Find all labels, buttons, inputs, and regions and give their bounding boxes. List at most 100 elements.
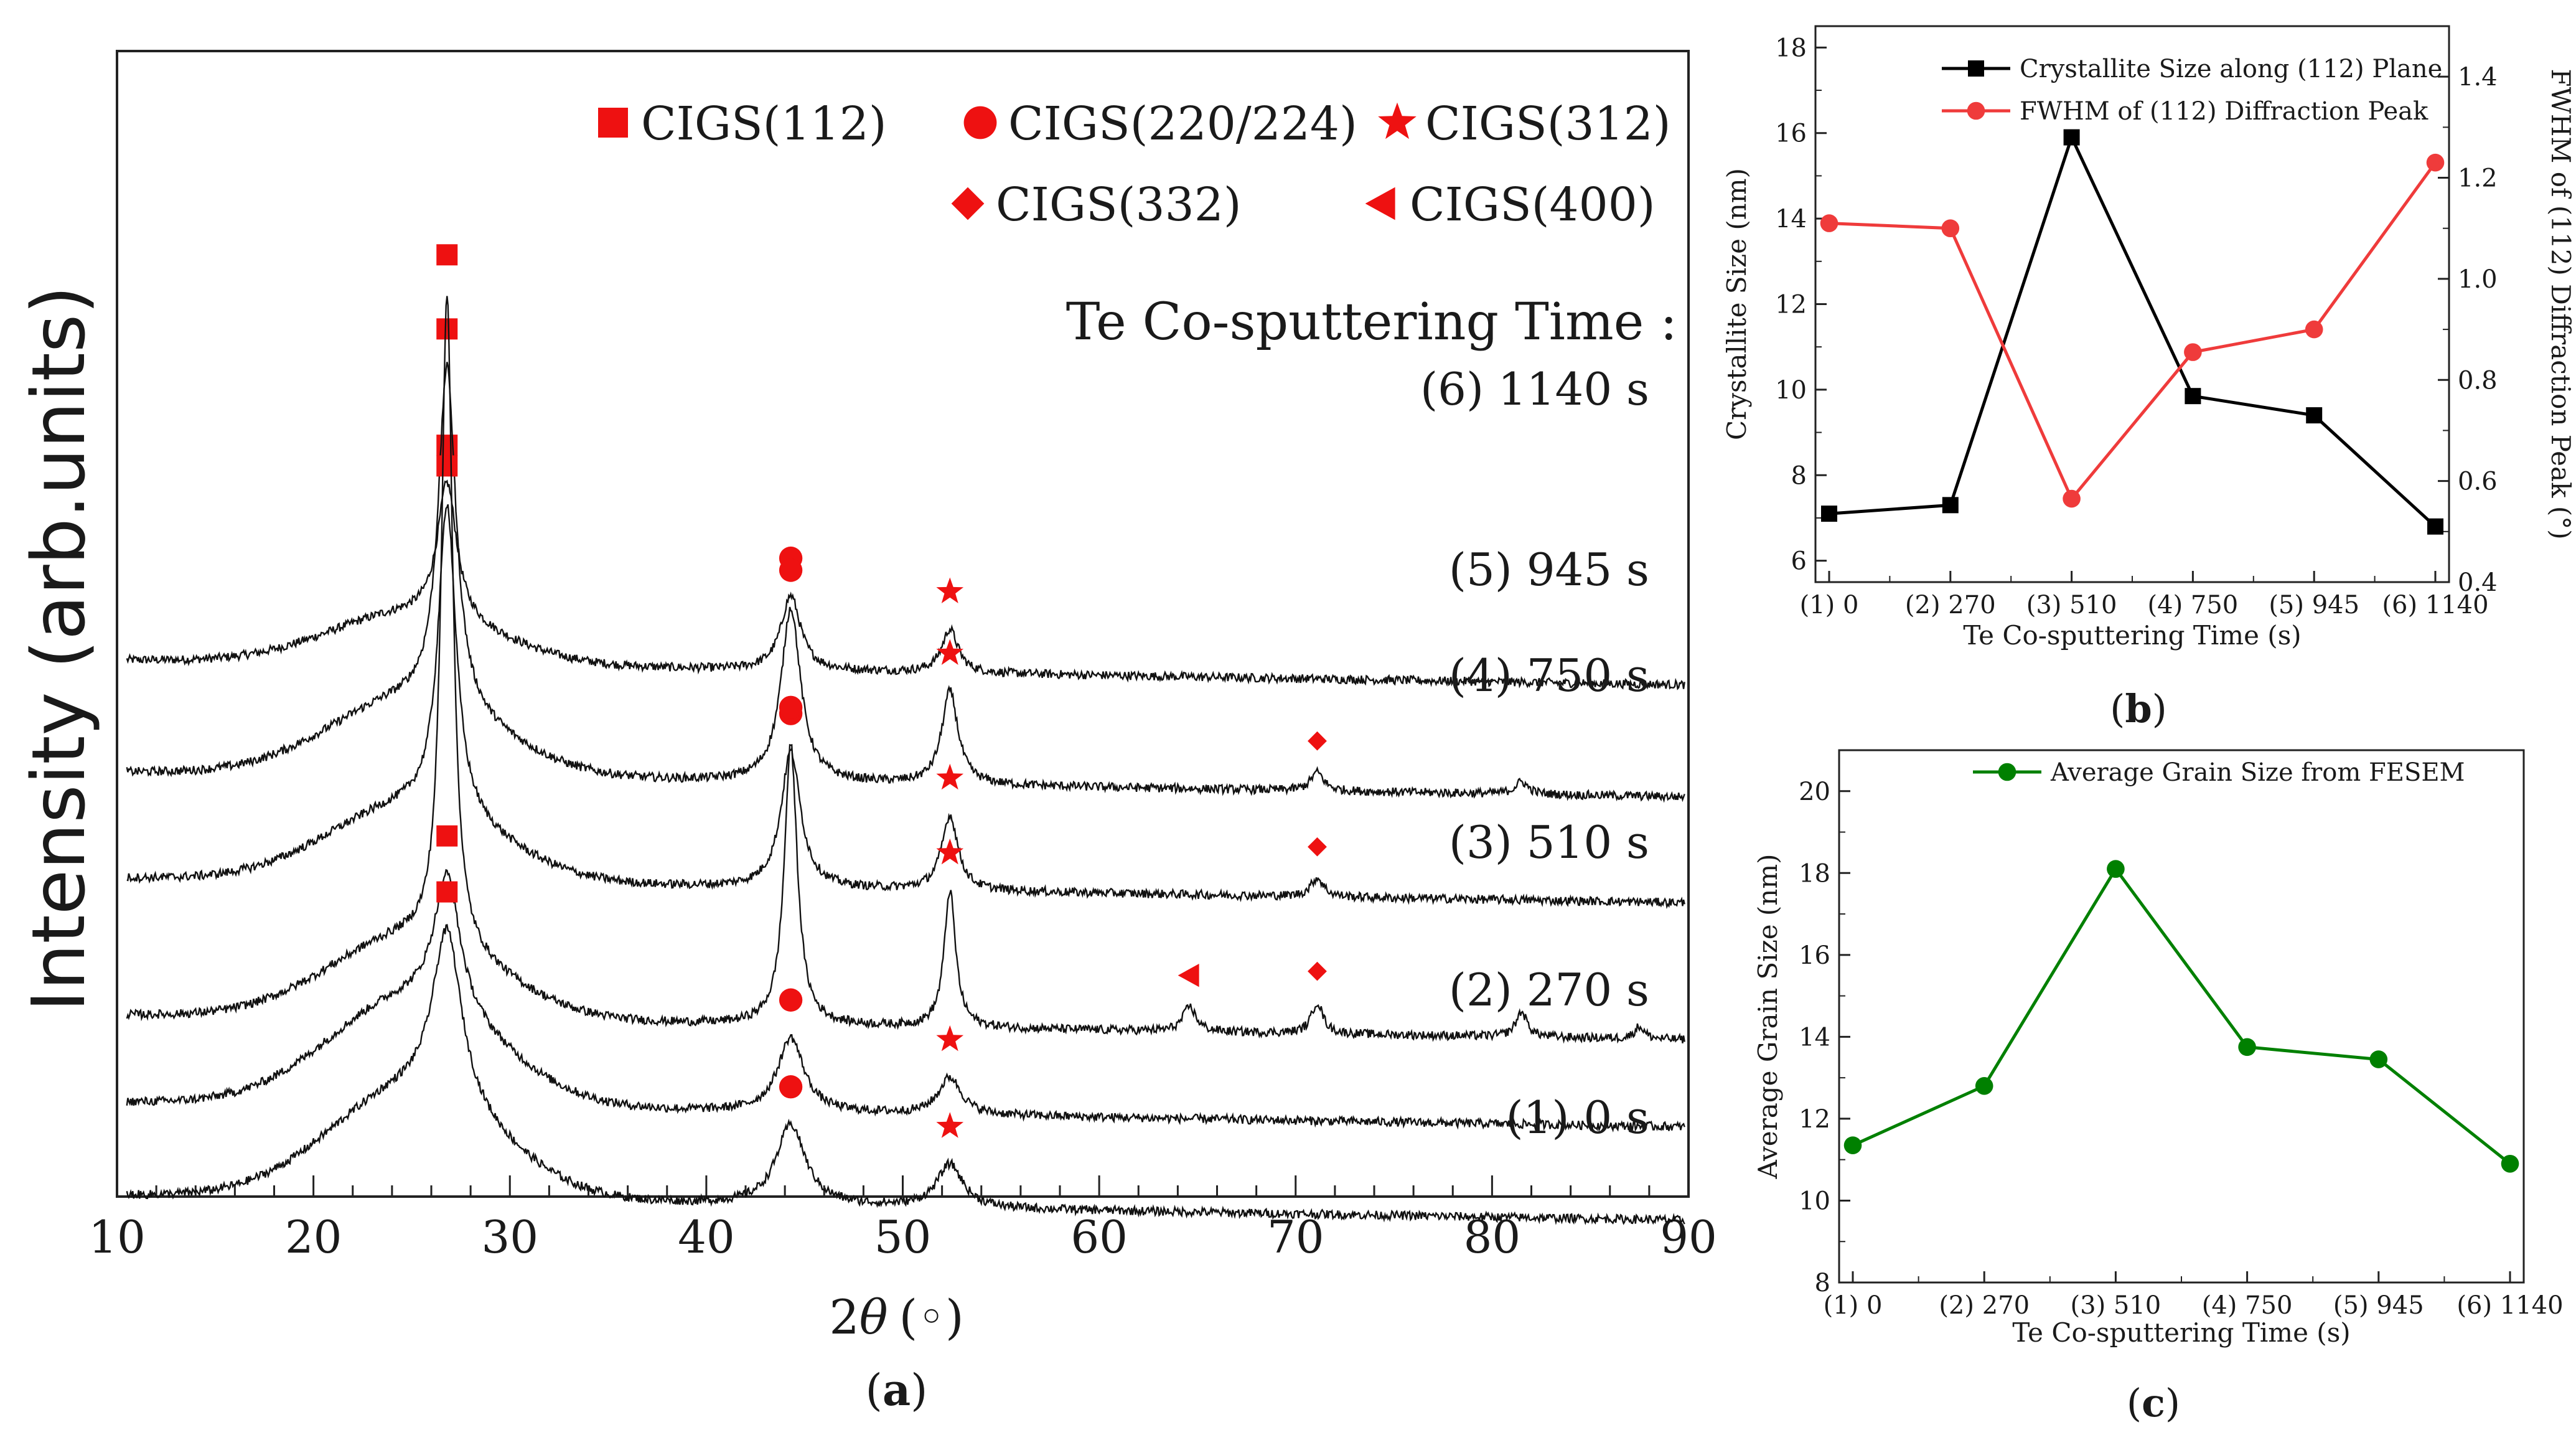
series-label: (6) 1140 s xyxy=(1420,363,1649,415)
legend-marker-star xyxy=(1378,102,1417,139)
legend-marker-diamond xyxy=(951,187,985,220)
y-tick-label: 14 xyxy=(1775,205,1807,233)
series-title: Te Co-sputtering Time : xyxy=(1066,293,1677,352)
y2-axis-label: FWHM of (112) Diffraction Peak (°) xyxy=(2546,68,2576,539)
legend-label: Crystallite Size along (112) Plane xyxy=(2020,55,2442,83)
data-point xyxy=(2063,489,2081,508)
x-tick-label: 50 xyxy=(874,1211,932,1263)
peak-marker-square xyxy=(436,435,458,456)
peak-marker-circle xyxy=(779,558,803,582)
y2-tick-label: 0.4 xyxy=(2458,568,2498,597)
series-line-1 xyxy=(1829,161,2437,502)
peak-marker-square xyxy=(436,881,458,903)
y-tick-label: 10 xyxy=(1799,1187,1830,1215)
x-tick-label: (4) 750 xyxy=(2148,591,2239,619)
legend-marker-circle xyxy=(963,106,997,139)
peak-marker-star xyxy=(936,639,964,665)
y-tick-label: 18 xyxy=(1799,859,1830,888)
panel-label-paren: ( xyxy=(866,1365,883,1416)
peak-marker-star xyxy=(936,1112,964,1138)
data-point xyxy=(2238,1038,2256,1056)
legend-label: CIGS(220/224) xyxy=(1008,97,1357,151)
peak-marker-triangle-left xyxy=(1178,963,1199,987)
y2-tick-label: 1.4 xyxy=(2458,63,2498,92)
data-point xyxy=(1820,214,1838,232)
xrd-curve xyxy=(126,362,1685,803)
y-tick-label: 20 xyxy=(1799,778,1830,806)
panel-label-letter: a xyxy=(883,1364,911,1416)
xrd-curve xyxy=(126,296,1685,1044)
x-tick-label: (4) 750 xyxy=(2202,1291,2293,1320)
legend-label: Average Grain Size from FESEM xyxy=(2050,758,2465,787)
y-axis-label: Crystallite Size (nm) xyxy=(1721,168,1752,440)
x-tick-label: (3) 510 xyxy=(2026,591,2117,619)
y-tick-label: 16 xyxy=(1775,120,1807,148)
x-tick-label: (1) 0 xyxy=(1824,1291,1883,1320)
x-tick-label: 70 xyxy=(1267,1211,1324,1263)
y-tick-label: 14 xyxy=(1799,1023,1830,1052)
panel-label-letter: b xyxy=(2125,686,2152,732)
x-tick-label: 60 xyxy=(1070,1211,1128,1263)
data-point xyxy=(2185,388,2201,405)
y-tick-label: 10 xyxy=(1775,376,1807,405)
series-line-grain xyxy=(1852,866,2511,1165)
peak-marker-square xyxy=(436,455,458,477)
peak-marker-diamond xyxy=(1308,837,1327,857)
peak-marker-diamond xyxy=(1308,961,1327,981)
legend-label: FWHM of (112) Diffraction Peak xyxy=(2020,97,2428,126)
legend-marker xyxy=(1968,60,1984,77)
peak-marker-star xyxy=(936,577,964,603)
x-tick-label: (6) 1140 xyxy=(2457,1291,2563,1320)
peak-marker-diamond xyxy=(1308,731,1327,751)
panel-label-paren: ) xyxy=(2165,1380,2180,1426)
data-point xyxy=(1941,219,1960,238)
peak-marker-square xyxy=(436,318,458,340)
xrd-curve xyxy=(126,924,1685,1225)
y-axis-label: Average Grain Size (nm) xyxy=(1753,854,1783,1179)
peak-marker-star xyxy=(936,838,964,865)
panel-label-b: (b) xyxy=(2110,686,2167,732)
series-label: (1) 0 s xyxy=(1506,1091,1649,1144)
panel-label-paren: ) xyxy=(911,1365,927,1416)
panel-label-a: (a) xyxy=(866,1364,928,1416)
x-tick-label: 40 xyxy=(678,1211,735,1263)
legend-marker-square xyxy=(598,108,628,138)
x-axis-label: Te Co-sputtering Time (s) xyxy=(2012,1317,2350,1348)
peak-marker-star xyxy=(936,1025,964,1052)
x-tick-label: 80 xyxy=(1464,1211,1521,1263)
data-point xyxy=(2306,407,2323,424)
series-line-0 xyxy=(1829,133,2437,528)
plot-frame-c xyxy=(1838,749,2525,1284)
data-point xyxy=(2305,320,2323,339)
x-axis-label: 2θ (◦) xyxy=(829,1289,963,1345)
legend-marker-triangle-left xyxy=(1365,187,1395,220)
data-point xyxy=(2063,129,2080,146)
series-label: (5) 945 s xyxy=(1449,544,1649,596)
xrd-curve xyxy=(126,868,1685,1133)
x-tick-label: (1) 0 xyxy=(1800,591,1859,619)
x-axis-label-unit: (◦) xyxy=(899,1289,963,1345)
data-point xyxy=(1942,497,1959,514)
y-tick-label: 12 xyxy=(1775,291,1807,319)
data-point xyxy=(2426,153,2445,172)
series-label: (2) 270 s xyxy=(1449,964,1649,1016)
x-axis-label-theta: θ xyxy=(859,1289,888,1345)
legend-marker xyxy=(1998,763,2016,781)
data-point xyxy=(2107,860,2125,878)
panel-label-c: (c) xyxy=(2127,1380,2180,1426)
y-tick-label: 16 xyxy=(1799,941,1830,970)
y2-tick-label: 0.6 xyxy=(2458,468,2498,496)
legend-label: CIGS(332) xyxy=(996,178,1242,232)
data-point xyxy=(2184,343,2202,361)
x-tick-label: 10 xyxy=(88,1211,146,1263)
peak-marker-circle xyxy=(779,988,803,1012)
x-tick-label: (5) 945 xyxy=(2269,591,2359,619)
series-label: (3) 510 s xyxy=(1449,816,1649,868)
xrd-curve xyxy=(126,504,1685,910)
data-point xyxy=(1975,1077,1993,1095)
data-point xyxy=(1821,506,1837,522)
peak-marker-circle xyxy=(779,695,803,719)
panel-label-paren: ( xyxy=(2110,686,2125,732)
panel-label-paren: ) xyxy=(2152,686,2167,732)
